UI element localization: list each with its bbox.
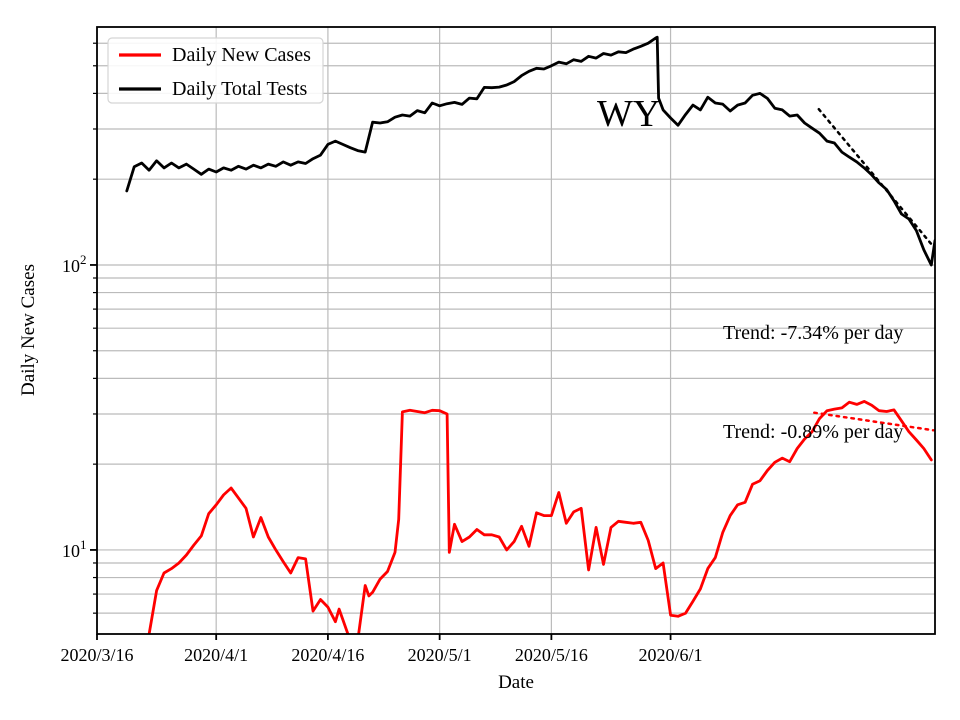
series-layer [125,35,935,634]
y-tick-10-base: 10 [62,541,80,561]
gridlines-layer [96,27,935,634]
y-tick-100-base: 10 [62,256,80,276]
legend: Daily New Cases Daily Total Tests [107,37,324,104]
y-tick-100-exponent: 2 [80,252,87,267]
x-axis-label: Date [498,672,534,693]
legend-box [107,37,324,104]
x-tick-label: 2020/4/16 [291,645,364,665]
plot-border [96,26,936,635]
state-annotation: WY [597,93,660,135]
ticks-layer: 2020/3/16 2020/4/1 2020/4/16 2020/5/1 2020/5… [60,42,703,665]
y-tick-10-exponent: 1 [80,537,87,552]
y-axis-label: Daily New Cases [18,264,39,396]
x-tick-label: 2020/6/1 [639,645,703,665]
y-tick-label-100: 102 [62,252,87,276]
x-tick-label: 2020/4/1 [184,645,248,665]
series-cases-trend-0-89-per-day [813,411,935,432]
cases-trend-annotation: Trend: -0.89% per day [723,421,903,443]
series-daily-new-cases [147,399,933,634]
legend-label-cases: Daily New Cases [172,44,311,66]
series-daily-total-tests [125,35,935,267]
x-tick-label: 2020/5/1 [408,645,472,665]
legend-label-tests: Daily Total Tests [172,78,308,100]
tests-trend-annotation: Trend: -7.34% per day [723,322,903,344]
y-tick-label-10: 101 [62,537,87,561]
x-tick-label: 2020/3/16 [60,645,133,665]
series-tests-trend-7-34-per-day [817,107,935,249]
x-tick-label: 2020/5/16 [515,645,588,665]
